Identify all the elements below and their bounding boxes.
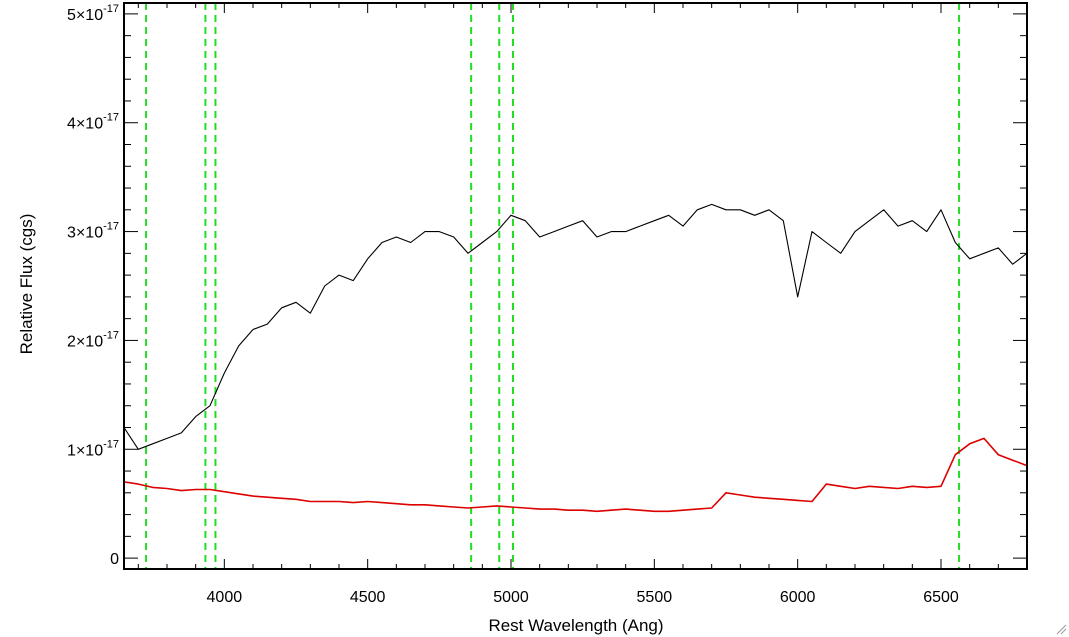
x-tick-label: 4500 bbox=[350, 589, 386, 606]
x-tick-label: 6000 bbox=[780, 589, 816, 606]
y-tick-label: 3×10-17 bbox=[67, 221, 119, 242]
resize-grip-icon[interactable] bbox=[1055, 623, 1067, 635]
x-tick-label: 4000 bbox=[207, 589, 243, 606]
y-tick-label: 1×10-17 bbox=[67, 438, 119, 459]
plot-frame bbox=[123, 2, 1028, 570]
ticks-layer bbox=[124, 3, 1028, 569]
series-layer bbox=[123, 203, 1028, 513]
error-series bbox=[123, 437, 1028, 513]
y-axis-title: Relative Flux (cgs) bbox=[17, 214, 36, 355]
x-axis-title: Rest Wavelength (Ang) bbox=[488, 616, 663, 635]
x-tick-label: 5500 bbox=[637, 589, 673, 606]
y-tick-label: 2×10-17 bbox=[67, 329, 119, 350]
y-tick-label: 4×10-17 bbox=[67, 112, 119, 133]
y-tick-label: 0 bbox=[110, 551, 119, 568]
y-tick-label: 5×10-17 bbox=[67, 3, 119, 24]
flux-series bbox=[123, 203, 1028, 450]
x-tick-label: 6500 bbox=[923, 589, 959, 606]
y-tick-labels: 0 1×10-17 2×10-17 3×10-17 4×10-17 5×10-17 bbox=[67, 3, 119, 568]
reference-lines-layer bbox=[145, 3, 961, 569]
x-tick-label: 5000 bbox=[493, 589, 529, 606]
x-tick-labels: 4000 4500 5000 5500 6000 6500 bbox=[207, 589, 959, 606]
